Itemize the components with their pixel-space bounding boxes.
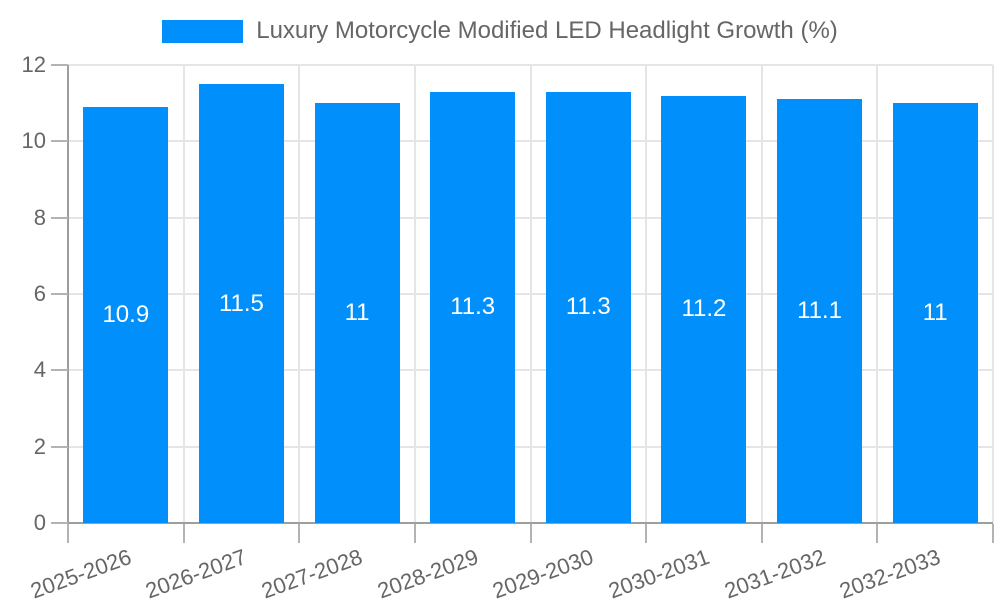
bar[interactable]: [83, 106, 169, 523]
bar[interactable]: [545, 91, 631, 523]
vertical-gridline: [645, 65, 648, 523]
y-tick-label: 10: [21, 128, 46, 154]
vertical-gridline: [760, 65, 763, 523]
legend[interactable]: Luxury Motorcycle Modified LED Headlight…: [0, 17, 1000, 45]
y-axis-tick: [51, 293, 68, 295]
y-axis-line: [67, 65, 69, 523]
y-axis-tick: [51, 522, 68, 524]
y-tick-label: 2: [33, 433, 46, 459]
bar[interactable]: [314, 103, 400, 523]
bar[interactable]: [892, 103, 978, 523]
bar[interactable]: [661, 95, 747, 523]
y-tick-label: 8: [33, 204, 46, 230]
x-axis-tick: [992, 524, 994, 543]
y-tick-label: 0: [33, 510, 46, 535]
y-axis-tick: [51, 445, 68, 448]
x-axis-tick: [67, 524, 69, 543]
vertical-gridline: [876, 65, 879, 523]
x-axis-tick: [645, 524, 648, 543]
x-axis-tick: [876, 524, 879, 543]
x-axis-tick: [760, 524, 763, 543]
y-axis-tick: [51, 64, 68, 66]
y-tick-label: 6: [33, 281, 46, 306]
bar[interactable]: [198, 84, 284, 523]
y-axis-tick: [51, 216, 68, 219]
y-axis-tick: [51, 140, 68, 143]
y-tick-label: 12: [21, 52, 46, 77]
bar[interactable]: [777, 99, 863, 523]
x-axis-tick: [298, 524, 301, 543]
legend-label: Luxury Motorcycle Modified LED Headlight…: [256, 17, 838, 44]
x-axis-tick: [182, 524, 185, 543]
vertical-gridline: [529, 65, 532, 523]
vertical-gridline: [182, 65, 185, 523]
vertical-gridline: [298, 65, 301, 523]
y-axis-tick: [51, 369, 68, 372]
x-axis-line: [68, 522, 993, 524]
x-axis-tick: [413, 524, 416, 543]
vertical-gridline: [992, 65, 994, 523]
legend-swatch: [162, 19, 244, 43]
vertical-gridline: [413, 65, 416, 523]
x-axis-tick: [529, 524, 532, 543]
bar[interactable]: [430, 91, 516, 523]
y-tick-label: 4: [33, 357, 46, 383]
x-tick-label: 2032-2033: [836, 544, 944, 600]
